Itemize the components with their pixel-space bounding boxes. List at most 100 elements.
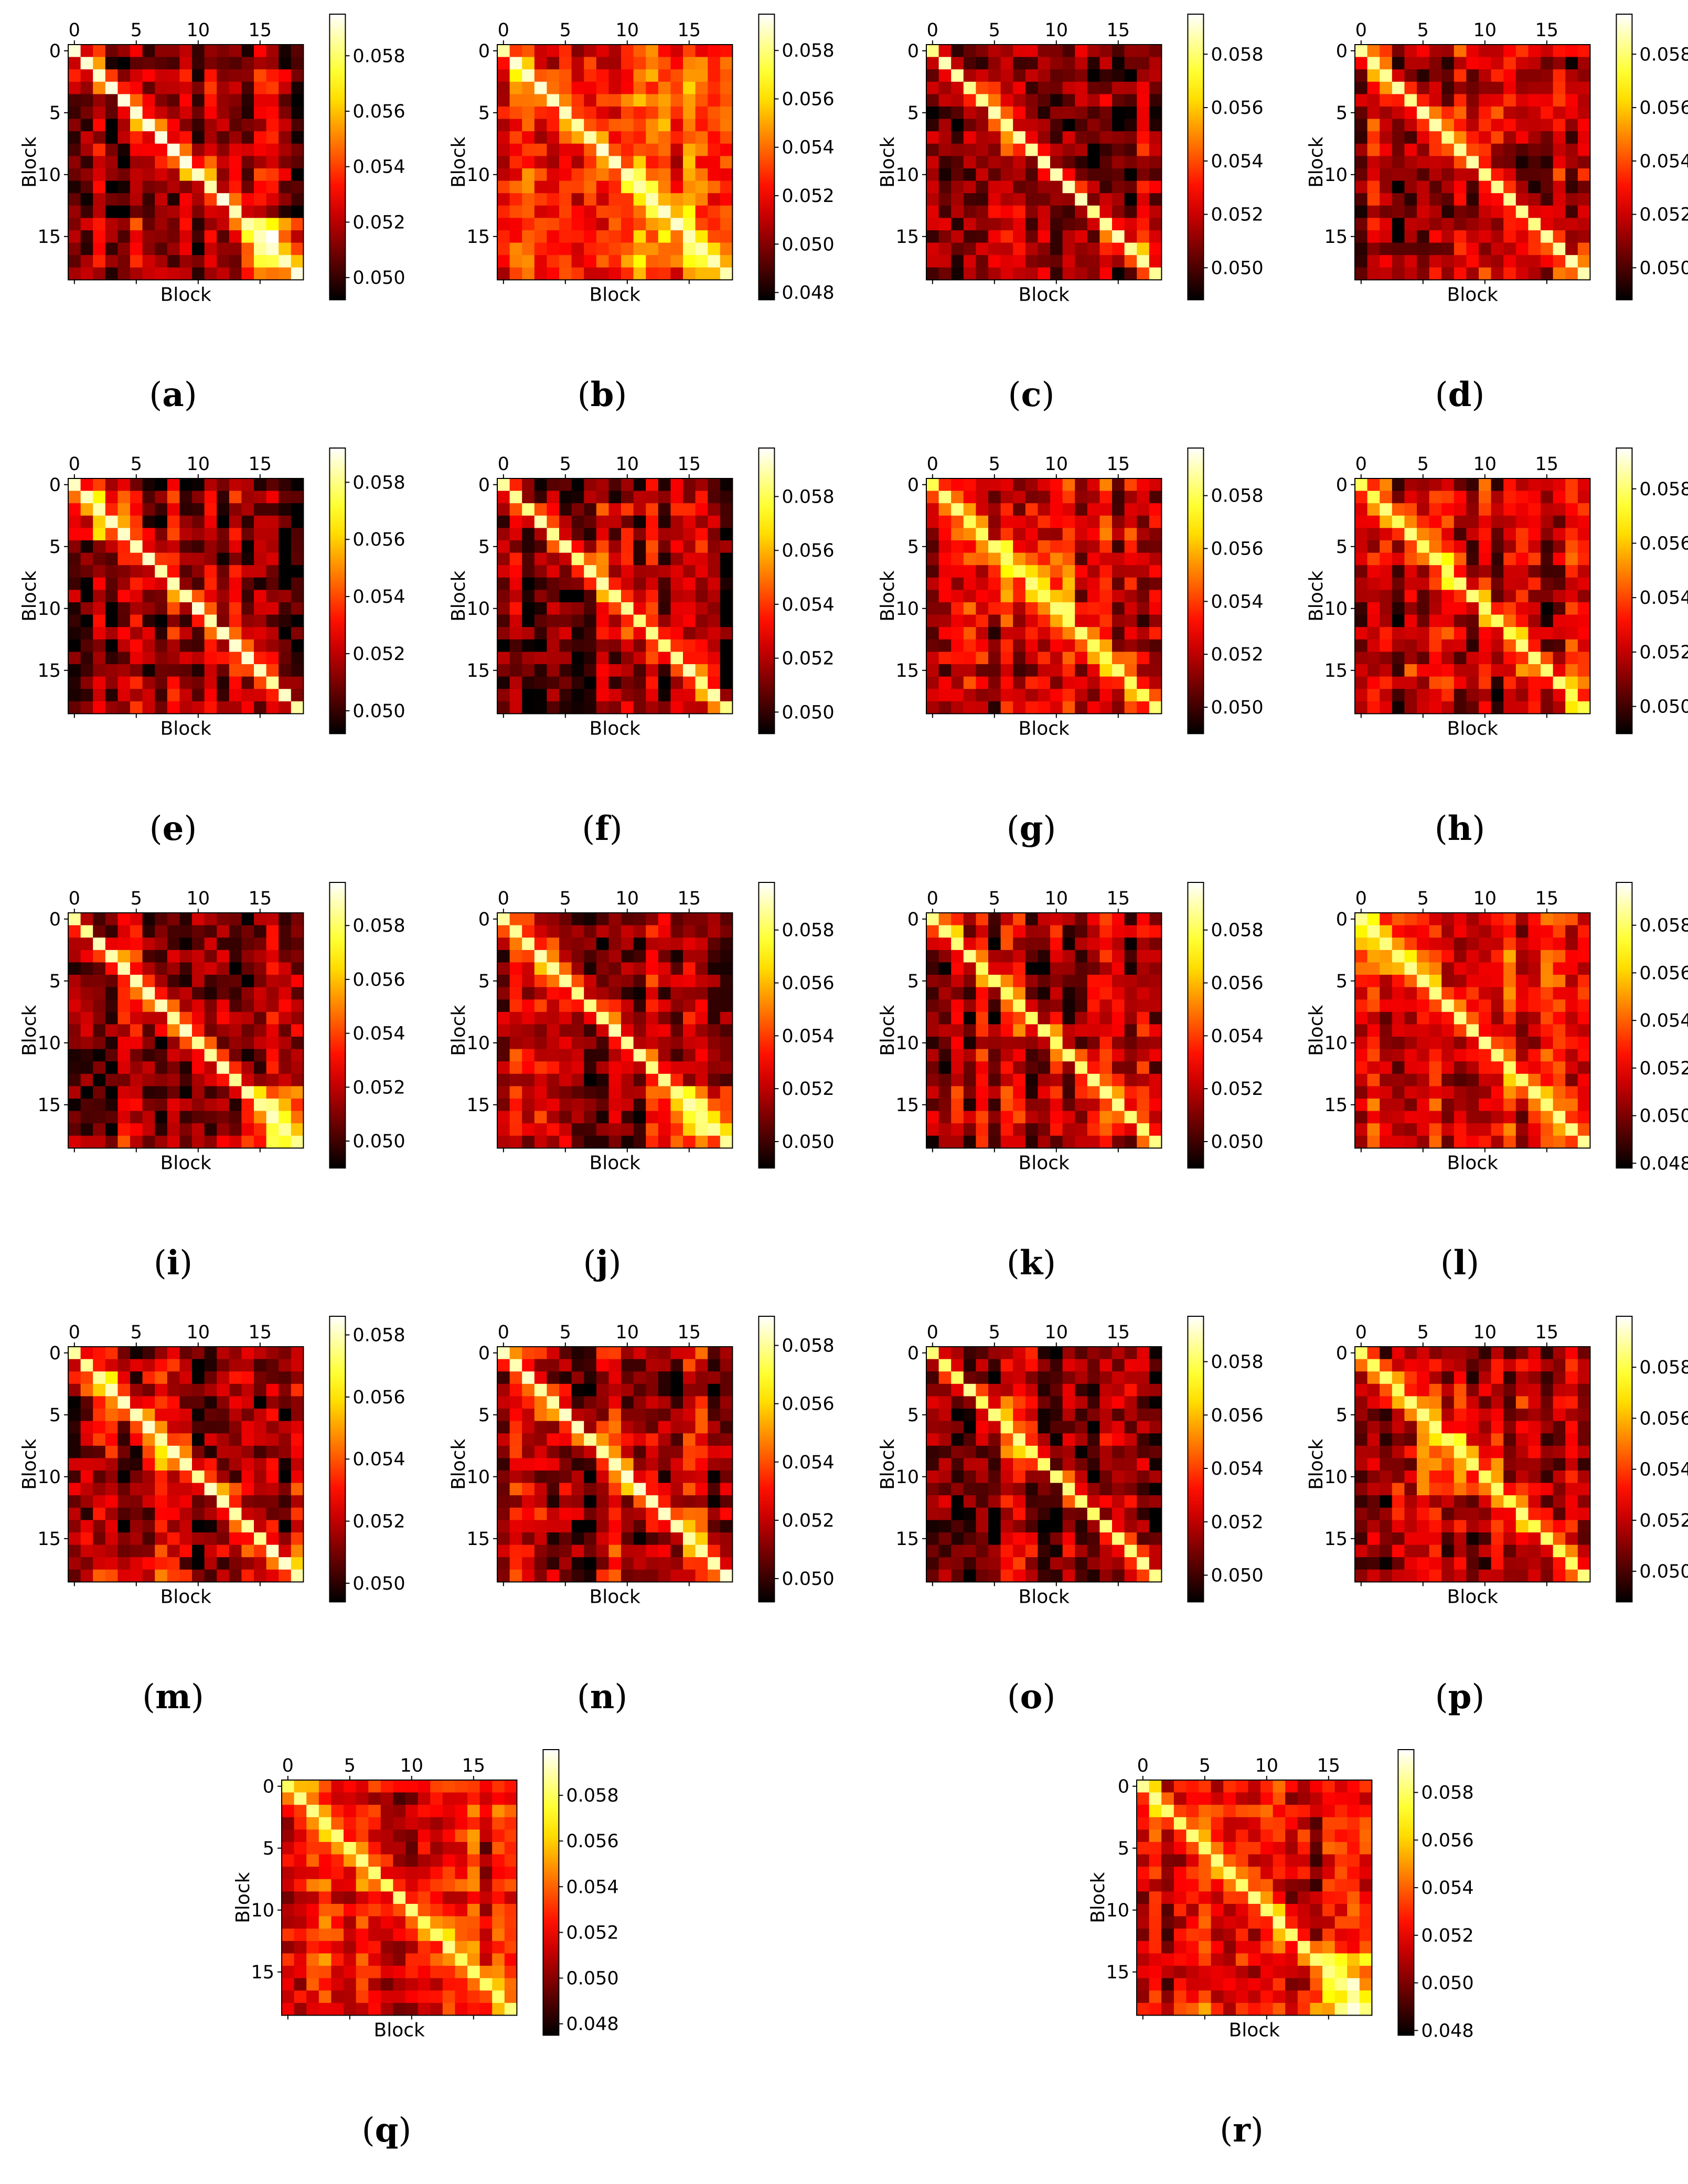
heatmap-cell [105,664,118,677]
heatmap-cell [1013,255,1025,268]
heatmap-cell [522,640,535,652]
heatmap-cell [1441,627,1454,640]
heatmap-cell [976,987,988,1000]
heatmap-cell [179,925,192,938]
panel-caption: (g) [874,809,1189,848]
heatmap-cell [279,1099,291,1111]
heatmap-cell [1149,615,1162,627]
heatmap-cell [1038,45,1050,57]
heatmap-cell [670,615,683,627]
heatmap-cell [155,602,167,615]
heatmap-cell [1417,1037,1429,1049]
heatmap-cell [572,962,584,975]
heatmap-cell [291,1099,304,1111]
heatmap-cell [1429,1123,1442,1136]
heatmap-cell [596,652,609,664]
heatmap-cell [976,578,988,590]
heatmap-cell [1528,268,1541,280]
heatmap-cell [547,1061,559,1074]
heatmap-cell [547,156,559,168]
heatmap-cell [964,987,976,1000]
heatmap-cell [926,565,939,578]
heatmap-cell [926,218,939,230]
heatmap-cell [584,45,596,57]
y-tick-label: 15 [895,1095,919,1116]
heatmap-cell [572,1123,584,1136]
heatmap-cell [634,913,646,925]
heatmap-cell [1417,913,1429,925]
heatmap-cell [1479,268,1491,280]
heatmap-cell [939,1086,952,1099]
colorbar-tick-label: 0.050 [782,702,834,723]
heatmap-cell [696,1012,708,1025]
heatmap-cell [510,640,522,652]
heatmap-cell [522,181,535,194]
heatmap-cell [1541,131,1553,144]
heatmap-cell [167,652,180,664]
heatmap-cell [1063,119,1075,132]
heatmap-cell [143,106,155,119]
heatmap-cell [559,528,572,540]
heatmap-cell [522,1037,535,1049]
heatmap-cell [192,1396,205,1409]
heatmap-cell [1565,1061,1578,1074]
heatmap-cell [241,119,254,132]
heatmap-cell [634,1099,646,1111]
heatmap-cell [926,243,939,255]
heatmap-cell [572,1136,584,1148]
heatmap-cell [1038,94,1050,106]
heatmap-cell [1025,131,1038,144]
heatmap-cell [547,999,559,1012]
heatmap-cell [1578,627,1590,640]
heatmap-cell [596,913,609,925]
heatmap-cell [926,1012,939,1025]
heatmap-cell [81,962,93,975]
heatmap-cell [708,478,720,491]
heatmap-cell [547,255,559,268]
heatmap-cell [708,168,720,181]
heatmap-cell [1137,664,1149,677]
heatmap-cell [683,925,696,938]
heatmap-cell [634,218,646,230]
heatmap-cell [976,1099,988,1111]
heatmap-cell [1355,193,1368,206]
heatmap-cell [1001,268,1013,280]
heatmap-cell [572,999,584,1012]
heatmap-cell [117,206,130,218]
y-tick-label: 10 [895,1033,919,1054]
heatmap-cell [1087,82,1100,94]
heatmap-cell [1541,516,1553,528]
heatmap-cell [266,1359,279,1372]
heatmap-cell [696,578,708,590]
heatmap-cell [535,69,547,82]
heatmap-cell [1553,913,1566,925]
heatmap-cell [1125,255,1137,268]
heatmap-cell [1025,503,1038,516]
heatmap-cell [1355,627,1368,640]
heatmap-cell [1137,82,1149,94]
heatmap-cell [621,602,634,615]
heatmap-cell [596,119,609,132]
heatmap-cell [192,106,205,119]
heatmap-cell [254,602,266,615]
heatmap-cell [1491,131,1504,144]
heatmap-cell [584,1049,596,1062]
heatmap-cell [1099,664,1112,677]
heatmap-cell [634,478,646,491]
heatmap-cell [155,553,167,566]
heatmap-cell [155,69,167,82]
heatmap-cell [696,491,708,504]
heatmap-cell [1112,1086,1125,1099]
heatmap-cell [266,1347,279,1359]
heatmap-cell [1149,491,1162,504]
heatmap-cell [1063,516,1075,528]
heatmap-cell [1565,69,1578,82]
heatmap-cell [117,1433,130,1446]
heatmap-cell [1063,925,1075,938]
heatmap-cell [559,503,572,516]
heatmap-cell [951,193,964,206]
heatmap-cell [720,193,733,206]
heatmap-cell [254,94,266,106]
heatmap-cell [522,1049,535,1062]
heatmap-cell [155,540,167,553]
